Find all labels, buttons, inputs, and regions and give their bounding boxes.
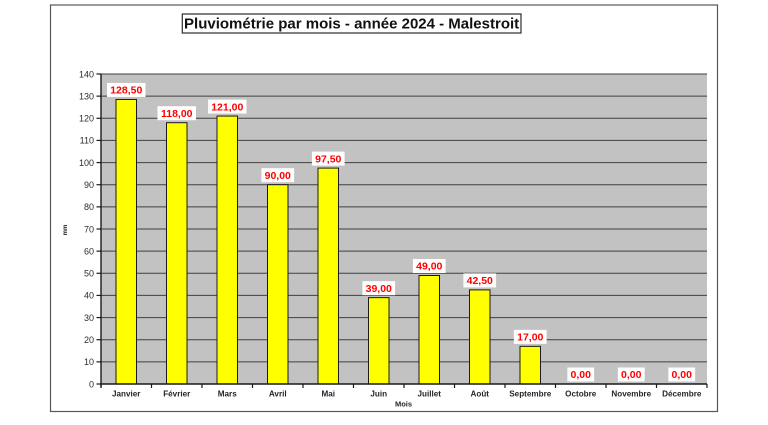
svg-text:128,50: 128,50	[110, 85, 142, 97]
svg-text:Pluviométrie par mois - année: Pluviométrie par mois - année 2024 - Mal…	[184, 15, 519, 32]
svg-text:80: 80	[84, 202, 94, 212]
svg-text:20: 20	[84, 335, 94, 345]
svg-text:90: 90	[84, 180, 94, 190]
svg-text:0,00: 0,00	[571, 369, 592, 381]
svg-text:50: 50	[84, 269, 94, 279]
svg-text:0,00: 0,00	[621, 369, 642, 381]
svg-text:140: 140	[79, 69, 94, 79]
svg-text:Septembre: Septembre	[509, 389, 551, 398]
svg-text:40: 40	[84, 291, 94, 301]
svg-text:10: 10	[84, 357, 94, 367]
svg-text:110: 110	[80, 136, 94, 146]
svg-text:Mois: Mois	[395, 400, 412, 409]
svg-text:Juillet: Juillet	[418, 389, 442, 398]
svg-text:Mai: Mai	[321, 389, 335, 398]
svg-text:Juin: Juin	[370, 389, 387, 398]
svg-text:Octobre: Octobre	[565, 389, 597, 398]
svg-text:Décembre: Décembre	[662, 389, 702, 398]
svg-text:130: 130	[79, 91, 94, 101]
svg-text:60: 60	[84, 246, 94, 256]
svg-text:Février: Février	[163, 389, 191, 398]
svg-text:70: 70	[84, 224, 94, 234]
svg-text:49,00: 49,00	[416, 261, 442, 273]
svg-text:Août: Août	[471, 389, 490, 398]
svg-text:42,50: 42,50	[467, 275, 493, 287]
svg-text:100: 100	[79, 158, 94, 168]
svg-text:97,50: 97,50	[315, 153, 341, 165]
svg-text:Janvier: Janvier	[112, 389, 141, 398]
svg-text:118,00: 118,00	[161, 108, 193, 120]
svg-text:39,00: 39,00	[366, 283, 392, 295]
svg-text:Avril: Avril	[269, 389, 287, 398]
svg-text:17,00: 17,00	[517, 332, 543, 344]
svg-text:120: 120	[79, 114, 94, 124]
svg-text:0,00: 0,00	[672, 369, 693, 381]
svg-text:Novembre: Novembre	[611, 389, 651, 398]
svg-text:mm: mm	[63, 225, 69, 236]
svg-text:Mars: Mars	[218, 389, 237, 398]
svg-text:30: 30	[84, 313, 94, 323]
svg-text:121,00: 121,00	[211, 101, 243, 113]
svg-text:0: 0	[89, 379, 94, 389]
svg-text:90,00: 90,00	[265, 170, 291, 182]
